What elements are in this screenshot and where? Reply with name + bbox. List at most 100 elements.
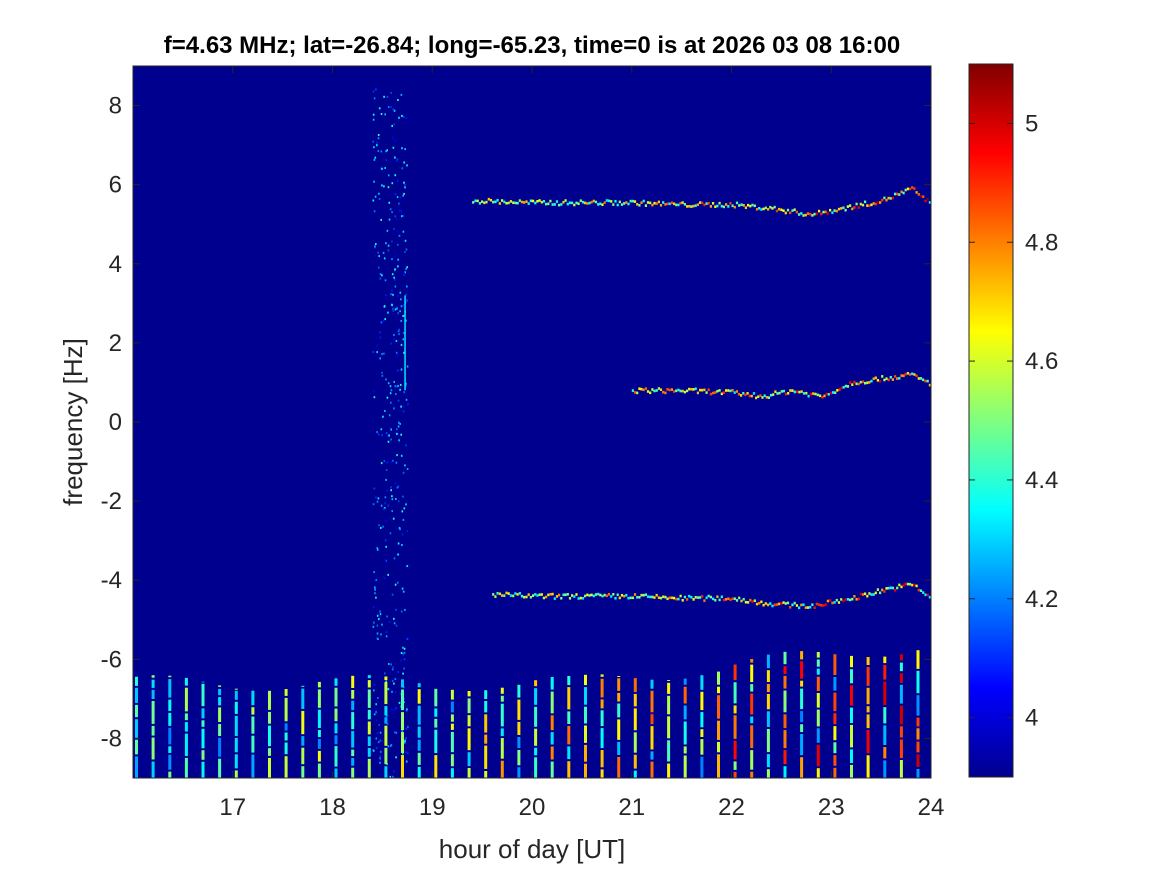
stripe-segment xyxy=(484,714,488,733)
band-pixel xyxy=(386,95,389,98)
stripe-segment xyxy=(351,690,355,699)
stripe-segment xyxy=(401,689,404,711)
stripe-segment xyxy=(151,689,155,699)
trace-point xyxy=(564,199,567,202)
stripe-segment xyxy=(766,670,770,682)
trace-point xyxy=(670,201,673,205)
stripe-segment xyxy=(617,692,621,702)
trace-point xyxy=(894,192,897,196)
band-pixel xyxy=(405,268,407,270)
band-pixel xyxy=(379,755,381,758)
band-pixel xyxy=(393,770,395,773)
band-pixel xyxy=(400,433,402,436)
stripe-segment xyxy=(683,721,687,745)
band-pixel xyxy=(383,507,385,510)
trace-point xyxy=(653,596,656,599)
stripe-segment xyxy=(633,708,637,731)
stripe-segment xyxy=(334,708,338,722)
band-pixel xyxy=(391,690,393,693)
band-pixel xyxy=(402,653,405,656)
trace-point xyxy=(534,593,537,596)
trace-point xyxy=(638,596,641,599)
trace-point xyxy=(492,593,495,596)
trace-point xyxy=(883,196,886,200)
trace-point xyxy=(586,593,589,597)
band-pixel xyxy=(382,319,385,322)
stripe-segment xyxy=(234,701,238,714)
trace-point xyxy=(902,374,905,378)
band-pixel xyxy=(392,775,394,778)
trace-point xyxy=(610,595,613,598)
band-pixel xyxy=(404,464,406,467)
stripe-segment xyxy=(434,688,438,707)
stripe-segment xyxy=(650,679,654,689)
y-axis-ticks: 8 6 4 2 0 -2 -4 -6 -8 xyxy=(101,93,931,752)
stripe-segment xyxy=(800,661,804,679)
trace-point xyxy=(904,372,907,376)
band-pixel xyxy=(394,139,397,142)
trace-point xyxy=(823,394,826,398)
trace-point xyxy=(701,388,704,392)
trace-point xyxy=(607,199,611,203)
stripe-segment xyxy=(500,728,504,737)
stripe-segment xyxy=(600,750,604,768)
stripe-segment xyxy=(550,677,554,690)
trace-point xyxy=(787,392,790,395)
trace-point xyxy=(849,204,852,207)
trace-point xyxy=(679,594,682,598)
trace-point xyxy=(518,592,521,595)
trace-point xyxy=(520,200,524,204)
band-pixel xyxy=(393,622,396,625)
band-pixel xyxy=(399,291,402,294)
trace-point xyxy=(666,597,669,601)
stripe-segment xyxy=(899,662,903,672)
trace-point xyxy=(686,205,689,208)
trace-point xyxy=(555,200,559,203)
trace-point xyxy=(633,200,637,203)
trace-point xyxy=(516,201,519,205)
band-pixel xyxy=(389,745,392,747)
stripe-segment xyxy=(268,757,271,778)
trace-point xyxy=(753,599,756,602)
trace-point xyxy=(586,202,589,205)
trace-point xyxy=(618,596,621,600)
trace-point xyxy=(770,393,773,397)
band-pixel xyxy=(393,708,395,711)
trace-point xyxy=(581,597,585,600)
stripe-segment xyxy=(351,758,355,766)
band-pixel xyxy=(398,209,401,212)
x-tick-label: 23 xyxy=(818,794,845,821)
trace-point xyxy=(703,599,706,602)
stripe-segment xyxy=(434,755,438,778)
band-pixel xyxy=(395,217,398,220)
trace-point xyxy=(822,210,825,214)
trace-point xyxy=(636,596,639,599)
trace-point xyxy=(496,199,499,202)
band-pixel xyxy=(375,737,378,740)
stripe-segment xyxy=(151,761,155,778)
trace-point xyxy=(915,191,918,194)
stripe-segment xyxy=(883,681,887,706)
stripe-segment xyxy=(650,726,654,750)
trace-point xyxy=(545,202,548,206)
band-pixel xyxy=(373,683,376,686)
band-pixel xyxy=(373,713,376,716)
stripe-segment xyxy=(401,712,404,731)
trace-point xyxy=(826,212,829,215)
stripe-segment xyxy=(883,665,887,680)
band-pixel xyxy=(385,159,388,161)
band-pixel xyxy=(389,532,392,535)
trace-point xyxy=(885,198,888,202)
band-pixel xyxy=(401,544,403,546)
trace-point xyxy=(758,207,761,210)
stripe-segment xyxy=(916,754,920,767)
band-pixel xyxy=(405,384,407,387)
stripe-segment xyxy=(800,757,804,778)
trace-point xyxy=(879,591,882,595)
stripe-segment xyxy=(700,729,704,737)
band-pixel xyxy=(400,652,403,654)
trace-point xyxy=(735,390,738,393)
trace-point xyxy=(764,602,767,605)
trace-point xyxy=(534,201,537,205)
stripe-segment xyxy=(733,740,737,760)
